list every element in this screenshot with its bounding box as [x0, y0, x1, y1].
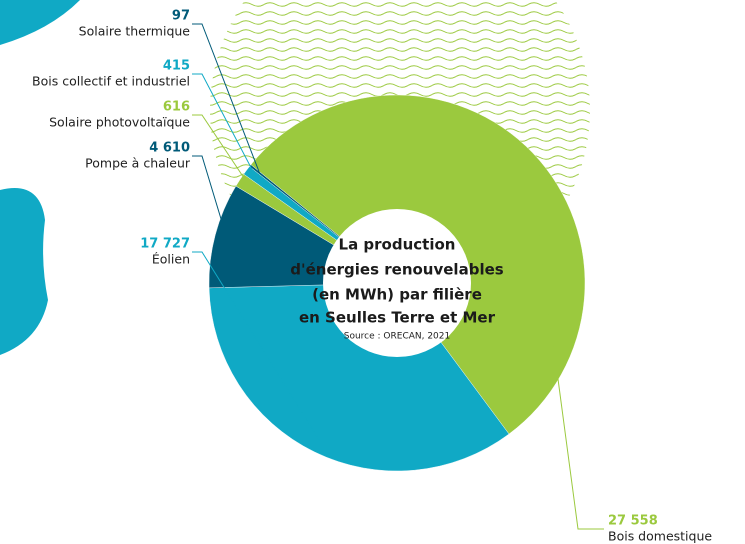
decor-blob: [0, 188, 48, 355]
leader-line: [192, 73, 257, 178]
chart-title: La production: [339, 236, 456, 254]
value-label: 27 558: [608, 514, 658, 529]
value-label: 17 727: [140, 237, 190, 252]
donut-hole: [323, 209, 471, 357]
leader-line: [192, 114, 251, 187]
category-label: Bois collectif et industriel: [32, 74, 190, 89]
value-label: 4 610: [149, 141, 190, 156]
value-label: 97: [172, 9, 190, 24]
chart-title: (en MWh) par filière: [312, 286, 482, 304]
category-label: Solaire thermique: [79, 24, 191, 39]
category-label: Pompe à chaleur: [85, 156, 191, 171]
leader-line: [192, 251, 321, 442]
source: Source : ORECAN, 2021: [344, 332, 451, 342]
category-label: Éolien: [152, 252, 190, 267]
leader-line: [192, 155, 228, 239]
category-label: Solaire photovoltaïque: [49, 115, 190, 130]
value-label: 616: [163, 100, 190, 115]
chart-title: en Seulles Terre et Mer: [299, 309, 496, 327]
category-label: Bois domestique: [608, 529, 712, 544]
leader-line: [527, 157, 604, 530]
chart-title: d'énergies renouvelables: [290, 261, 503, 279]
decor-blob: [0, 0, 80, 45]
value-label: 415: [163, 59, 190, 74]
leader-line: [192, 23, 261, 174]
